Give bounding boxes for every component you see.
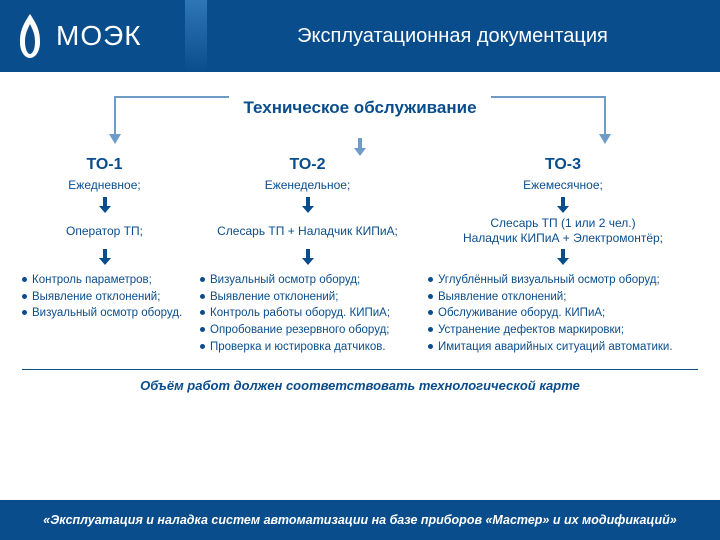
divider <box>22 369 698 370</box>
center-arrow-icon <box>354 138 366 156</box>
content: Техническое обслуживание ТО-1 Ежедневное… <box>0 72 720 492</box>
to1-title: ТО-1 <box>86 156 122 174</box>
note: Объём работ должен соответствовать техно… <box>22 378 698 393</box>
logo-text: МОЭК <box>56 20 142 52</box>
list-item: Выявление отклонений; <box>428 289 698 306</box>
list-item: Выявление отклонений; <box>200 289 415 306</box>
list-item: Обслуживание оборуд. КИПиА; <box>428 305 698 322</box>
subtitle: Техническое обслуживание <box>243 98 476 118</box>
bracket-left <box>114 96 229 136</box>
down-arrow-icon <box>99 197 111 213</box>
to2-who: Слесарь ТП + Наладчик КИПиА; <box>217 216 398 246</box>
down-arrow-icon <box>557 197 569 213</box>
list-item: Устранение дефектов маркировки; <box>428 322 698 339</box>
list-item: Визуальный осмотр оборуд. <box>22 305 187 322</box>
down-arrow-icon <box>557 249 569 265</box>
page-title: Эксплуатационная документация <box>297 25 608 48</box>
down-arrow-icon <box>302 249 314 265</box>
list-item: Выявление отклонений; <box>22 289 187 306</box>
to2-frequency: Еженедельное; <box>265 178 351 192</box>
logo: МОЭК <box>0 12 142 60</box>
column-to2: ТО-2 Еженедельное; Слесарь ТП + Наладчик… <box>200 156 415 355</box>
down-arrow-icon <box>302 197 314 213</box>
bracket-right <box>491 96 606 136</box>
to1-frequency: Ежедневное; <box>68 178 140 192</box>
list-item: Имитация аварийных ситуаций автоматики. <box>428 339 698 356</box>
header: МОЭК Эксплуатационная документация <box>0 0 720 72</box>
list-item: Углублённый визуальный осмотр оборуд; <box>428 272 698 289</box>
list-item: Опробование резервного оборуд; <box>200 322 415 339</box>
list-item: Визуальный осмотр оборуд; <box>200 272 415 289</box>
list-item: Контроль работы оборуд. КИПиА; <box>200 305 415 322</box>
to3-frequency: Ежемесячное; <box>523 178 603 192</box>
columns: ТО-1 Ежедневное; Оператор ТП; Контроль п… <box>22 156 698 355</box>
list-item: Контроль параметров; <box>22 272 187 289</box>
flame-icon <box>10 12 50 60</box>
to3-title: ТО-3 <box>545 156 581 174</box>
column-to1: ТО-1 Ежедневное; Оператор ТП; Контроль п… <box>22 156 187 355</box>
list-item: Проверка и юстировка датчиков. <box>200 339 415 356</box>
to2-title: ТО-2 <box>289 156 325 174</box>
to1-tasks: Контроль параметров; Выявление отклонени… <box>22 272 187 322</box>
to3-tasks: Углублённый визуальный осмотр оборуд; Вы… <box>428 272 698 355</box>
down-arrow-icon <box>99 249 111 265</box>
to1-who: Оператор ТП; <box>66 216 143 246</box>
footer: «Эксплуатация и наладка систем автоматиз… <box>0 500 720 540</box>
column-to3: ТО-3 Ежемесячное; Слесарь ТП (1 или 2 че… <box>428 156 698 355</box>
footer-text: «Эксплуатация и наладка систем автоматиз… <box>43 513 676 527</box>
title-bar: Эксплуатационная документация <box>185 0 720 72</box>
subtitle-row: Техническое обслуживание <box>22 90 698 126</box>
to2-tasks: Визуальный осмотр оборуд; Выявление откл… <box>200 272 415 355</box>
to3-who: Слесарь ТП (1 или 2 чел.) Наладчик КИПиА… <box>463 216 663 246</box>
